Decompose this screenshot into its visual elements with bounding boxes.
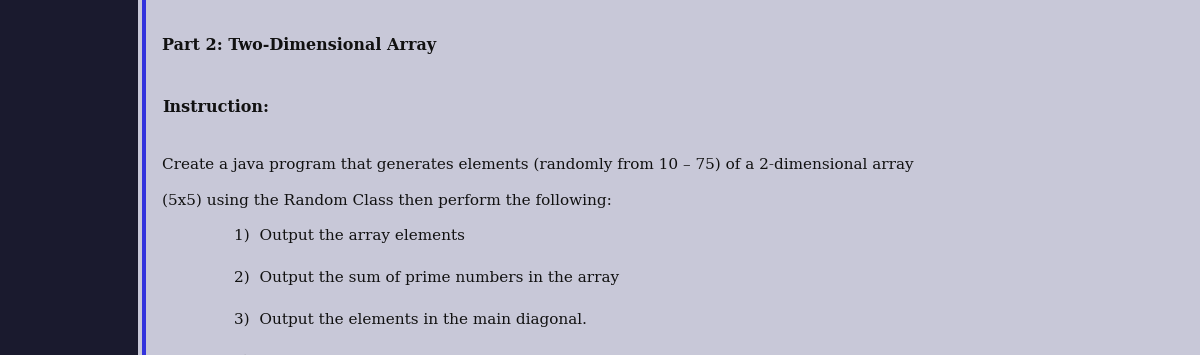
Text: 1)  Output the array elements: 1) Output the array elements [234,229,464,244]
Text: 3)  Output the elements in the main diagonal.: 3) Output the elements in the main diago… [234,313,587,327]
FancyBboxPatch shape [142,0,146,355]
Text: (5x5) using the Random Class then perform the following:: (5x5) using the Random Class then perfor… [162,193,612,208]
Text: Create a java program that generates elements (randomly from 10 – 75) of a 2-dim: Create a java program that generates ele… [162,158,913,173]
FancyBboxPatch shape [0,0,138,355]
Text: Instruction:: Instruction: [162,99,269,116]
Text: 2)  Output the sum of prime numbers in the array: 2) Output the sum of prime numbers in th… [234,271,619,285]
Text: Part 2: Two-Dimensional Array: Part 2: Two-Dimensional Array [162,37,436,54]
